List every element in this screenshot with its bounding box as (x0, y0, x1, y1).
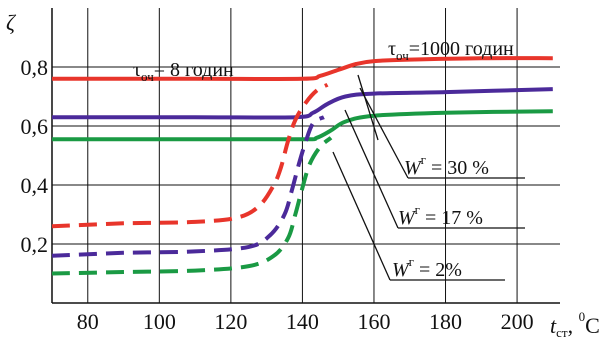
grid (51, 8, 560, 304)
annotation-w-17: Wг = 17 % (398, 202, 483, 229)
series-line-0 (52, 56, 553, 82)
leader-w2-a (332, 151, 391, 281)
y-tick-label-2: 0,6 (21, 114, 49, 139)
x-tick-label-180: 180 (429, 309, 462, 334)
x-axis-label: tст, 0C (550, 309, 600, 338)
tick-labels: 80 100 120 140 160 180 200 0,2 0,4 0,6 0,8 (21, 55, 534, 334)
x-tick-label-160: 160 (357, 309, 390, 334)
y-tick-label-3: 0,8 (21, 55, 49, 80)
annotation-w-2: Wг = 2% (392, 254, 462, 281)
series-line-2 (52, 109, 553, 142)
annotation-tau-1000h: τоч=1000 годин (388, 38, 514, 63)
series-line-3 (51, 82, 329, 229)
annotation-w-30: Wг = 30 % (404, 152, 489, 179)
series-group (51, 56, 553, 276)
y-axis-label: ζ (6, 10, 17, 35)
y-tick-label-0: 0,2 (21, 232, 49, 257)
x-tick-label-100: 100 (143, 309, 176, 334)
series-line-1 (51, 87, 553, 120)
x-tick-label-200: 200 (501, 309, 534, 334)
x-tick-label-140: 140 (286, 309, 319, 334)
series-line-4 (51, 115, 325, 258)
annotation-leaders (332, 74, 525, 281)
annotation-tau-8h: τоч= 8 годин (133, 59, 234, 84)
leader-1000h (357, 74, 379, 141)
x-tick-label-80: 80 (77, 309, 99, 334)
x-tick-label-120: 120 (214, 309, 247, 334)
series-line-5 (51, 136, 333, 276)
leader-w30-a (359, 87, 409, 179)
leader-w17-a (344, 109, 399, 229)
y-tick-label-1: 0,4 (21, 173, 49, 198)
